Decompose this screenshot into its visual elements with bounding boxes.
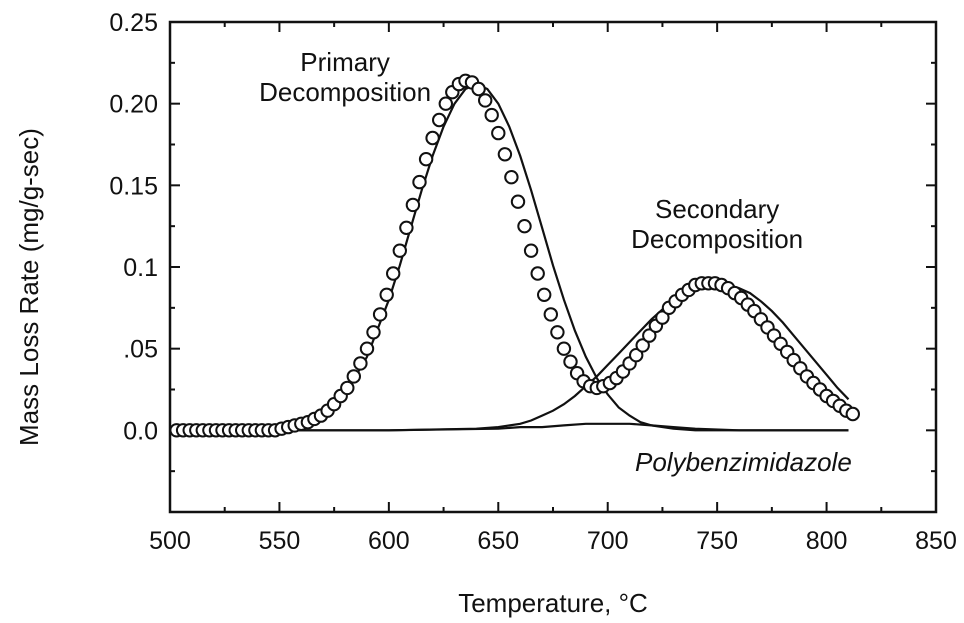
- y-tick-label: 0.1: [123, 254, 158, 282]
- data-point: [392, 243, 407, 258]
- data-point: [530, 266, 545, 281]
- data-point: [563, 354, 578, 369]
- x-tick-label: 650: [477, 527, 519, 555]
- fit-curves: [176, 82, 850, 432]
- data-point: [537, 287, 552, 302]
- x-tick-label: 850: [915, 527, 957, 555]
- data-point: [438, 96, 453, 111]
- data-point: [359, 341, 375, 356]
- y-tick-label: 0.0: [123, 417, 158, 445]
- data-point: [510, 194, 526, 209]
- data-point: [845, 406, 860, 422]
- y-axis-title: Mass Loss Rate (mg/g-sec): [14, 128, 44, 446]
- data-point: [543, 307, 558, 322]
- data-point: [353, 356, 368, 371]
- annotation-text: Primary: [300, 47, 390, 77]
- data-point: [399, 220, 414, 236]
- x-axis-title: Temperature, °C: [458, 588, 648, 618]
- data-point: [340, 380, 355, 396]
- data-point: [517, 219, 532, 234]
- y-tick-label: 0.25: [109, 9, 158, 37]
- annotation-text: Secondary: [655, 194, 779, 224]
- data-point: [405, 197, 421, 213]
- data-point: [418, 152, 434, 167]
- annotation-text: Decomposition: [259, 77, 431, 107]
- x-axis: 500 550 600 650 700 750 800 850: [149, 22, 957, 555]
- data-point: [432, 112, 447, 128]
- data-markers: [169, 73, 860, 438]
- data-point: [346, 369, 361, 384]
- x-tick-label: 500: [149, 527, 191, 555]
- data-point: [556, 341, 572, 356]
- data-point: [523, 243, 539, 258]
- data-point: [491, 125, 506, 141]
- x-tick-label: 600: [368, 527, 410, 555]
- fit-curve-1: [176, 82, 849, 432]
- data-point: [504, 170, 519, 185]
- data-point: [412, 174, 427, 190]
- data-point: [478, 93, 493, 108]
- data-point: [471, 81, 486, 97]
- x-tick-label: 800: [806, 527, 848, 555]
- data-point: [497, 147, 513, 162]
- data-point: [425, 130, 440, 146]
- data-point: [484, 107, 499, 123]
- fit-curve-3: [176, 422, 849, 432]
- data-point: [629, 348, 644, 363]
- data-point: [635, 338, 650, 353]
- data-point: [655, 310, 670, 325]
- annotations: PrimaryDecompositionSecondaryDecompositi…: [259, 47, 852, 477]
- data-point: [372, 307, 388, 322]
- annotation-text: Polybenzimidazole: [635, 447, 852, 477]
- x-tick-label: 750: [696, 527, 738, 555]
- data-point: [379, 287, 394, 302]
- data-point: [366, 325, 381, 340]
- data-point: [550, 325, 565, 340]
- x-tick-label: 550: [259, 527, 301, 555]
- data-point: [642, 328, 657, 343]
- y-tick-label: 0.20: [109, 91, 158, 119]
- data-point: [386, 266, 401, 281]
- y-axis: 0.0 .05 0.1 0.15 0.20 0.25: [109, 9, 936, 513]
- annotation-text: Decomposition: [631, 224, 803, 254]
- y-tick-label: 0.15: [109, 172, 158, 200]
- x-tick-label: 700: [587, 527, 629, 555]
- y-tick-label: .05: [123, 336, 158, 364]
